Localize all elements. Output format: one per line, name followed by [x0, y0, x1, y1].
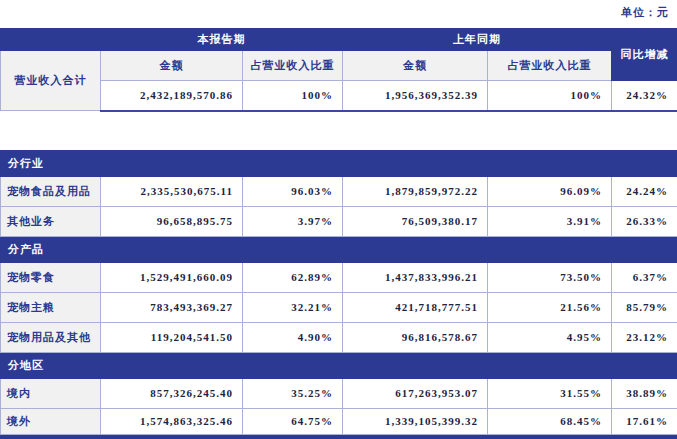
table-row: 宠物主粮 783,493,369.27 32.21% 421,718,777.5…: [1, 292, 677, 322]
prior-amount-cell: 1,879,859,972.22: [343, 176, 488, 206]
current-amount-cell: 96,658,895.75: [101, 206, 243, 236]
prior-amount-cell: 1,339,105,399.32: [343, 408, 488, 434]
yoy-change-header: 同比增减: [612, 29, 677, 81]
current-ratio-cell: 62.89%: [243, 262, 343, 292]
yoy-change-cell: 6.37%: [612, 262, 677, 292]
row-label: 宠物食品及用品: [1, 176, 101, 206]
current-amount-cell: 1,529,491,660.09: [101, 262, 243, 292]
table-row: 宠物食品及用品 2,335,530,675.11 96.03% 1,879,85…: [1, 176, 677, 206]
row-label: 宠物零食: [1, 262, 101, 292]
row-label: 宠物主粮: [1, 292, 101, 322]
revenue-breakdown-table: 分行业 宠物食品及用品 2,335,530,675.11 96.03% 1,87…: [0, 150, 677, 435]
section-title: 分地区: [1, 352, 677, 378]
ratio-header-current: 占营业收入比重: [243, 51, 343, 81]
yoy-change-cell: 23.12%: [612, 322, 677, 352]
row-label: 宠物用品及其他: [1, 322, 101, 352]
total-current-ratio: 100%: [243, 81, 343, 111]
current-amount-cell: 1,574,863,325.46: [101, 408, 243, 434]
prior-ratio-cell: 73.50%: [488, 262, 612, 292]
yoy-change-cell: 26.33%: [612, 206, 677, 236]
revenue-summary-table: 本报告期 上年同期 同比增减 营业收入合计 金额 占营业收入比重 金额 占营业收…: [0, 28, 677, 112]
total-yoy-change: 24.32%: [612, 81, 677, 111]
amount-header-prior: 金额: [343, 51, 488, 81]
prior-ratio-cell: 31.55%: [488, 378, 612, 408]
section-title: 分行业: [1, 150, 677, 176]
row-label: 境外: [1, 408, 101, 434]
current-amount-cell: 2,335,530,675.11: [101, 176, 243, 206]
table-row: 其他业务 96,658,895.75 3.97% 76,509,380.17 3…: [1, 206, 677, 236]
row-label: 境内: [1, 378, 101, 408]
next-section-band-partial: [0, 435, 677, 439]
row-label: 其他业务: [1, 206, 101, 236]
current-ratio-cell: 3.97%: [243, 206, 343, 236]
ratio-header-prior: 占营业收入比重: [488, 51, 612, 81]
yoy-change-cell: 17.61%: [612, 408, 677, 434]
prior-amount-cell: 421,718,777.51: [343, 292, 488, 322]
prior-ratio-cell: 68.45%: [488, 408, 612, 434]
prior-ratio-cell: 3.91%: [488, 206, 612, 236]
current-amount-cell: 119,204,541.50: [101, 322, 243, 352]
table-row: 2,432,189,570.86 100% 1,956,369,352.39 1…: [1, 81, 677, 111]
section-row-by-industry: 分行业: [1, 150, 677, 176]
current-ratio-cell: 32.21%: [243, 292, 343, 322]
current-ratio-cell: 4.90%: [243, 322, 343, 352]
current-period-header: 本报告期: [101, 29, 343, 51]
total-revenue-label: 营业收入合计: [1, 51, 101, 111]
prior-ratio-cell: 21.56%: [488, 292, 612, 322]
current-ratio-cell: 96.03%: [243, 176, 343, 206]
total-prior-ratio: 100%: [488, 81, 612, 111]
prior-period-header: 上年同期: [343, 29, 612, 51]
current-ratio-cell: 35.25%: [243, 378, 343, 408]
summary-corner-cell: [1, 29, 101, 51]
prior-ratio-cell: 96.09%: [488, 176, 612, 206]
table-row: 境内 857,326,245.40 35.25% 617,263,953.07 …: [1, 378, 677, 408]
total-current-amount: 2,432,189,570.86: [101, 81, 243, 111]
section-title: 分产品: [1, 236, 677, 262]
total-prior-amount: 1,956,369,352.39: [343, 81, 488, 111]
current-ratio-cell: 64.75%: [243, 408, 343, 434]
prior-amount-cell: 96,816,578.67: [343, 322, 488, 352]
yoy-change-cell: 85.79%: [612, 292, 677, 322]
prior-amount-cell: 617,263,953.07: [343, 378, 488, 408]
prior-amount-cell: 1,437,833,996.21: [343, 262, 488, 292]
table-row: 宠物用品及其他 119,204,541.50 4.90% 96,816,578.…: [1, 322, 677, 352]
current-amount-cell: 783,493,369.27: [101, 292, 243, 322]
yoy-change-cell: 38.89%: [612, 378, 677, 408]
prior-ratio-cell: 4.95%: [488, 322, 612, 352]
section-row-by-product: 分产品: [1, 236, 677, 262]
prior-amount-cell: 76,509,380.17: [343, 206, 488, 236]
current-amount-cell: 857,326,245.40: [101, 378, 243, 408]
section-row-by-region: 分地区: [1, 352, 677, 378]
table-row: 营业收入合计 金额 占营业收入比重 金额 占营业收入比重: [1, 51, 677, 81]
spacer: [0, 112, 677, 150]
table-row: 境外 1,574,863,325.46 64.75% 1,339,105,399…: [1, 408, 677, 434]
table-row: 本报告期 上年同期 同比增减: [1, 29, 677, 51]
table-row: 宠物零食 1,529,491,660.09 62.89% 1,437,833,9…: [1, 262, 677, 292]
unit-label: 单位：元: [0, 0, 677, 28]
yoy-change-cell: 24.24%: [612, 176, 677, 206]
amount-header-current: 金额: [101, 51, 243, 81]
